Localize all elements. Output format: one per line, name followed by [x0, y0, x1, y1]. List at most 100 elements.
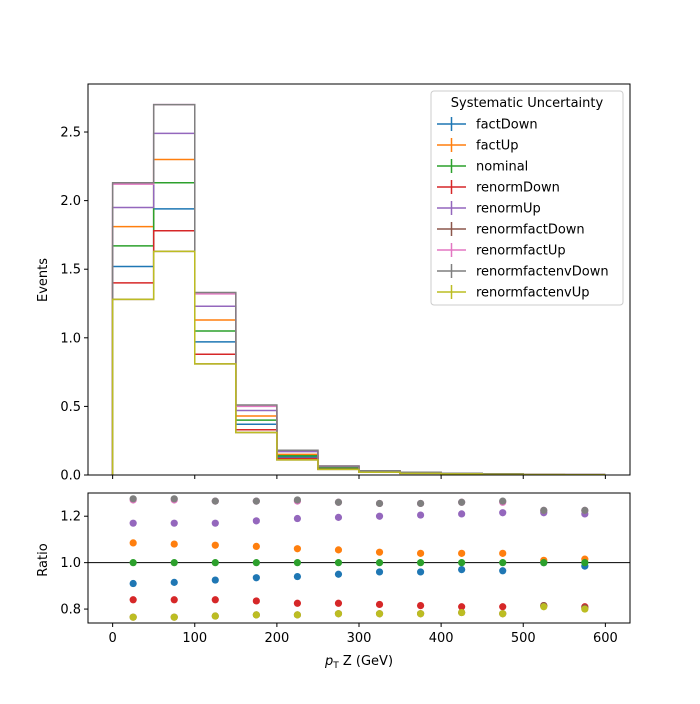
ratio-point-nominal: [334, 559, 343, 567]
ratio-point-renormDown: [211, 596, 219, 604]
ratio-x-tick-label: 0: [108, 631, 116, 646]
ratio-point-factUp: [375, 548, 384, 556]
ratio-point-factDown: [129, 579, 137, 588]
ratio-point-renormUp: [170, 519, 178, 527]
main-series-group: [111, 103, 606, 476]
ratio-point-renormfactenvUp: [416, 610, 425, 618]
ratio-point-factUp: [499, 549, 507, 557]
ratio-point-renormfactenvDown: [458, 498, 466, 506]
main-x-ticks: [112, 475, 606, 479]
ratio-point-renormfactenvDown: [334, 498, 343, 506]
ratio-point-renormDown: [334, 599, 343, 607]
main-y-tick-label: 1.0: [60, 331, 81, 346]
ratio-point-renormfactenvUp: [334, 610, 343, 618]
main-axes-frame: [87, 83, 631, 476]
ratio-point-renormUp: [416, 511, 425, 519]
ratio-point-renormfactenvDown: [375, 499, 384, 508]
ratio-point-renormfactenvUp: [129, 613, 137, 621]
ratio-point-renormfactenvDown: [499, 497, 507, 505]
ratio-point-renormfactenvUp: [211, 612, 219, 620]
ratio-point-renormfactenvUp: [499, 610, 507, 618]
step-series-renormfactenvUp: [111, 250, 606, 476]
ratio-x-tick-label: 500: [511, 631, 536, 646]
legend-label-renormfactUp: renormfactUp: [476, 244, 566, 259]
ratio-point-renormfactenvDown: [170, 495, 178, 503]
ratio-x-ticks: 0 100 200 300 400 500 600: [108, 623, 618, 646]
ratio-points-group: [129, 495, 589, 621]
ratio-point-renormfactenvUp: [252, 611, 260, 619]
legend-label-factDown: factDown: [476, 118, 538, 133]
ratio-point-factDown: [375, 568, 384, 576]
ratio-point-nominal: [129, 559, 137, 567]
ratio-x-tick-label: 600: [593, 631, 618, 646]
ratio-point-factUp: [170, 540, 178, 548]
ratio-point-factDown: [416, 568, 425, 576]
ratio-point-renormDown: [375, 600, 384, 609]
ratio-point-factDown: [170, 578, 178, 586]
ratio-point-renormfactenvUp: [581, 605, 589, 613]
ratio-point-renormfactenvUp: [170, 613, 178, 621]
ratio-point-renormUp: [129, 519, 137, 527]
legend-label-renormfactenvUp: renormfactenvUp: [476, 286, 590, 301]
ratio-point-renormfactenvUp: [375, 610, 384, 618]
legend-box: [430, 90, 624, 306]
ratio-panel: 0.8 1.0 1.2 0 100 200 300 400 500 600 Ratio pT Z…: [36, 492, 631, 671]
ratio-point-renormUp: [375, 512, 384, 520]
legend-label-renormUp: renormUp: [476, 202, 541, 217]
ratio-point-renormfactenvUp: [293, 611, 302, 619]
ratio-point-renormDown: [252, 597, 260, 605]
ratio-x-tick-label: 200: [264, 631, 289, 646]
ratio-point-renormfactenvDown: [581, 506, 589, 515]
ratio-point-nominal: [252, 559, 260, 567]
ratio-point-renormfactenvUp: [540, 603, 548, 611]
ratio-y-ticks: 0.8 1.0 1.2: [60, 510, 88, 618]
ratio-point-nominal: [458, 559, 466, 567]
ratio-point-nominal: [170, 559, 178, 567]
legend-title: Systematic Uncertainty: [451, 96, 604, 111]
main-y-tick-label: 0.0: [60, 469, 81, 484]
ratio-point-renormfactenvDown: [129, 495, 137, 503]
ratio-y-tick-label: 0.8: [60, 603, 81, 618]
xlabel-rest-part: Z (GeV): [339, 654, 393, 669]
legend-label-renormDown: renormDown: [476, 181, 560, 196]
ratio-point-renormDown: [129, 596, 137, 604]
ratio-point-nominal: [416, 559, 425, 567]
main-y-tick-label: 2.5: [60, 126, 81, 141]
legend-label-nominal: nominal: [476, 160, 528, 175]
legend-label-renormfactenvDown: renormfactenvDown: [476, 265, 609, 280]
ratio-point-factUp: [458, 549, 466, 557]
ratio-point-renormDown: [458, 603, 466, 611]
ratio-point-nominal: [375, 559, 384, 567]
main-y-ticks: 0.0 0.5 1.0 1.5 2.0 2.5: [60, 126, 88, 484]
ratio-point-nominal: [293, 559, 302, 567]
ratio-point-renormDown: [293, 599, 302, 607]
ratio-x-tick-label: 400: [429, 631, 454, 646]
ratio-y-tick-label: 1.0: [60, 556, 81, 571]
main-panel: 0.0 0.5 1.0 1.5 2.0 2.5 Events Systematic Unc…: [36, 83, 631, 484]
ratio-point-renormfactenvDown: [293, 496, 302, 504]
ratio-y-axis-label: Ratio: [36, 543, 51, 576]
ratio-point-nominal: [581, 559, 589, 567]
ratio-point-renormUp: [334, 513, 343, 521]
ratio-point-nominal: [499, 559, 507, 567]
legend: Systematic Uncertainty factDown factUp nom…: [430, 90, 624, 306]
ratio-x-axis-label: pT Z (GeV): [324, 654, 393, 671]
ratio-point-renormDown: [499, 603, 507, 611]
ratio-x-tick-label: 100: [182, 631, 207, 646]
main-y-tick-label: 1.5: [60, 263, 81, 278]
ratio-point-renormfactenvUp: [458, 608, 466, 617]
ratio-point-factUp: [129, 539, 137, 547]
ratio-point-factUp: [416, 549, 425, 557]
main-y-axis-label: Events: [36, 258, 51, 302]
ratio-point-renormfactenvDown: [211, 497, 219, 505]
ratio-point-renormUp: [499, 509, 507, 517]
xlabel-italic-part: p: [324, 654, 333, 669]
ratio-point-factDown: [499, 567, 507, 575]
legend-label-factUp: factUp: [476, 139, 519, 154]
ratio-point-renormfactenvDown: [540, 506, 548, 515]
ratio-point-factUp: [211, 541, 219, 549]
ratio-point-factDown: [211, 576, 219, 584]
main-y-tick-label: 2.0: [60, 194, 81, 209]
